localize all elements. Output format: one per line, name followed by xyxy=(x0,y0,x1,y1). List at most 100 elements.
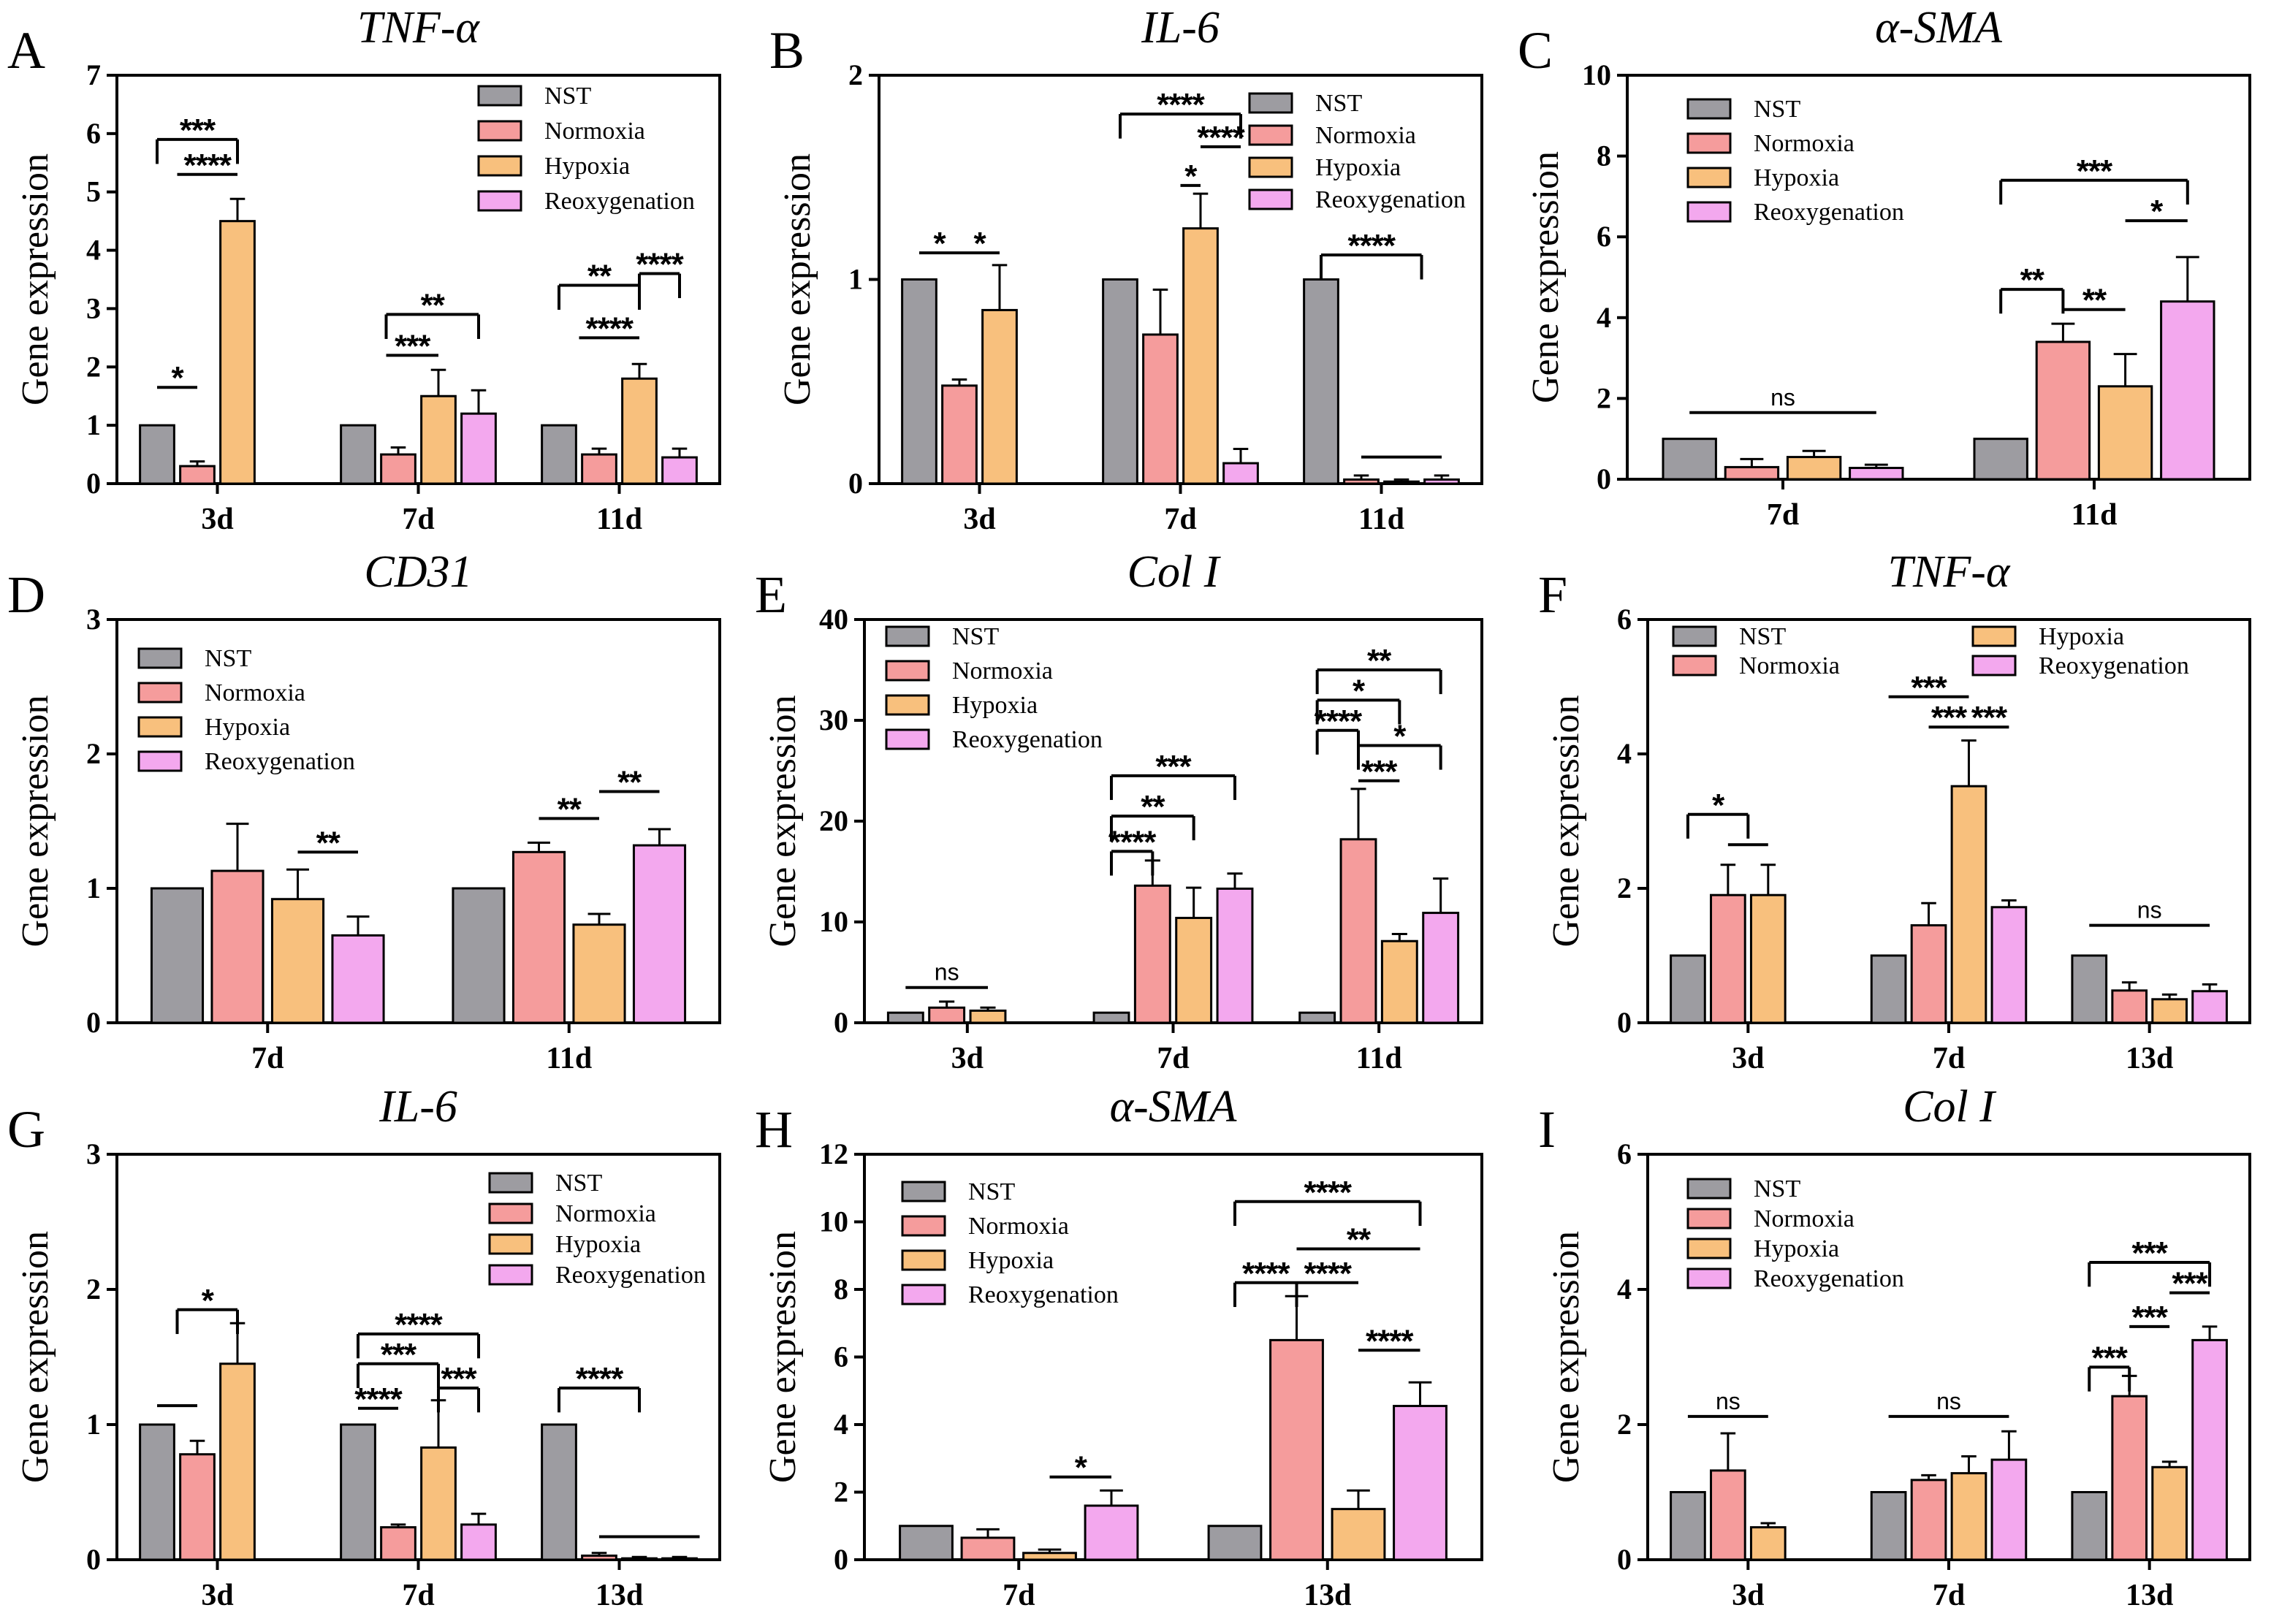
significance-label: ns xyxy=(1770,384,1795,411)
y-tick-label: 12 xyxy=(819,1137,848,1170)
legend-item: Normoxia xyxy=(1248,122,1416,149)
bar-hypoxia xyxy=(420,1446,457,1561)
bar-normoxia xyxy=(1269,1338,1324,1561)
legend-item: Hypoxia xyxy=(1686,1235,1839,1262)
bar-normoxia xyxy=(1910,1479,1947,1561)
x-tick-label: 3d xyxy=(201,503,233,536)
legend-swatch xyxy=(137,647,183,669)
bar-hypoxia xyxy=(219,220,256,485)
legend-swatch xyxy=(1672,655,1717,676)
panel-title: CD31 xyxy=(364,547,472,597)
panel-letter: A xyxy=(7,21,45,80)
bar-normoxia xyxy=(179,1453,216,1561)
bar-normoxia xyxy=(1910,924,1947,1024)
legend-label: Hypoxia xyxy=(1754,164,1839,191)
legend-item: Normoxia xyxy=(137,679,305,706)
y-tick-label: 1 xyxy=(86,408,101,441)
significance-label: ns xyxy=(1716,1388,1741,1414)
bar-nst xyxy=(1973,438,2028,481)
bar-nst xyxy=(1870,1491,1907,1561)
x-tick-label: 13d xyxy=(1304,1579,1351,1612)
y-tick-label: 4 xyxy=(86,234,101,267)
panel-title: TNF-α xyxy=(1888,547,2011,597)
panel-letter: C xyxy=(1518,21,1553,80)
y-tick-label: 1 xyxy=(86,872,101,904)
bar-nst xyxy=(340,1423,376,1561)
significance-label: *** xyxy=(381,1337,417,1373)
panel-d: D CD31 0 1 2 3 Gene expression 7d 11d ** ** ** NST No… xyxy=(7,547,721,1075)
x-tick-label: 7d xyxy=(1767,498,1799,532)
legend-label: Hypoxia xyxy=(1315,154,1401,181)
y-tick-label: 10 xyxy=(819,1205,848,1238)
bar-normoxia xyxy=(581,453,617,485)
plot-frame xyxy=(115,618,721,1024)
bar-hypoxia xyxy=(420,394,457,485)
y-tick-label: 2 xyxy=(1597,381,1611,414)
x-tick-label: 7d xyxy=(251,1042,284,1075)
legend-swatch xyxy=(885,625,930,647)
significance-label: * xyxy=(2150,194,2164,229)
significance-label: *** xyxy=(2131,1235,2168,1271)
legend-label: NST xyxy=(555,1170,602,1197)
y-tick-label: 2 xyxy=(1617,872,1632,904)
bar-normoxia xyxy=(941,384,978,485)
legend-label: Reoxygenation xyxy=(1754,199,1904,226)
significance-label: * xyxy=(1075,1450,1088,1486)
significance-label: ** xyxy=(617,765,642,801)
x-tick-label: 3d xyxy=(963,503,995,536)
legend-swatch xyxy=(488,1202,533,1224)
legend-item: Hypoxia xyxy=(1248,154,1401,181)
legend-swatch xyxy=(1686,1208,1732,1230)
significance-label: **** xyxy=(1304,1256,1353,1292)
legend-item: Reoxygenation xyxy=(901,1281,1119,1308)
x-tick-label: 3d xyxy=(1732,1579,1764,1612)
bar-nst xyxy=(1870,954,1907,1024)
significance-label: **** xyxy=(1197,120,1245,156)
x-tick-label: 13d xyxy=(2126,1579,2173,1612)
x-tick-label: 3d xyxy=(201,1579,233,1612)
x-tick-label: 7d xyxy=(1933,1579,1965,1612)
y-axis-label: Gene expression xyxy=(1545,1231,1587,1483)
legend-label: Normoxia xyxy=(544,118,645,145)
legend-item: Hypoxia xyxy=(885,692,1038,719)
panel-letter: D xyxy=(7,565,45,624)
bar-normoxia xyxy=(179,465,216,485)
y-tick-label: 0 xyxy=(834,1543,848,1576)
legend-swatch xyxy=(1686,98,1732,120)
x-tick-label: 13d xyxy=(596,1579,643,1612)
legend-swatch xyxy=(1686,201,1732,223)
y-tick-label: 5 xyxy=(86,175,101,208)
y-tick-label: 20 xyxy=(819,804,848,837)
legend-item: Reoxygenation xyxy=(1686,199,1904,226)
legend-item: NST xyxy=(885,623,999,650)
panel-title: TNF-α xyxy=(357,3,480,53)
significance-label: *** xyxy=(2077,153,2113,189)
y-tick-label: 8 xyxy=(1597,140,1611,172)
legend-item: Reoxygenation xyxy=(1686,1265,1904,1292)
bar-hypoxia xyxy=(1182,227,1219,485)
bar-reoxygenation xyxy=(331,934,385,1024)
bar-nst xyxy=(1303,278,1339,485)
significance-label: **** xyxy=(586,310,634,346)
legend-swatch xyxy=(1248,124,1293,146)
legend-label: Reoxygenation xyxy=(2039,652,2189,679)
y-axis-label: Gene expression xyxy=(15,153,56,405)
bar-hypoxia xyxy=(981,308,1018,485)
significance-label: *** xyxy=(2092,1340,2129,1376)
legend-label: NST xyxy=(1739,623,1786,650)
significance-label: **** xyxy=(636,247,684,283)
bar-nst xyxy=(2071,954,2108,1024)
plot-frame xyxy=(1626,74,2251,481)
legend-item: NST xyxy=(477,83,591,110)
bar-hypoxia xyxy=(270,898,325,1024)
legend-swatch xyxy=(1248,156,1293,178)
legend-label: Normoxia xyxy=(1315,122,1416,149)
legend-swatch xyxy=(477,85,522,107)
legend-item: Normoxia xyxy=(901,1213,1069,1240)
panel-letter: E xyxy=(755,565,787,624)
bar-reoxygenation xyxy=(632,844,687,1024)
y-tick-label: 2 xyxy=(1617,1408,1632,1441)
bar-normoxia xyxy=(511,850,566,1024)
